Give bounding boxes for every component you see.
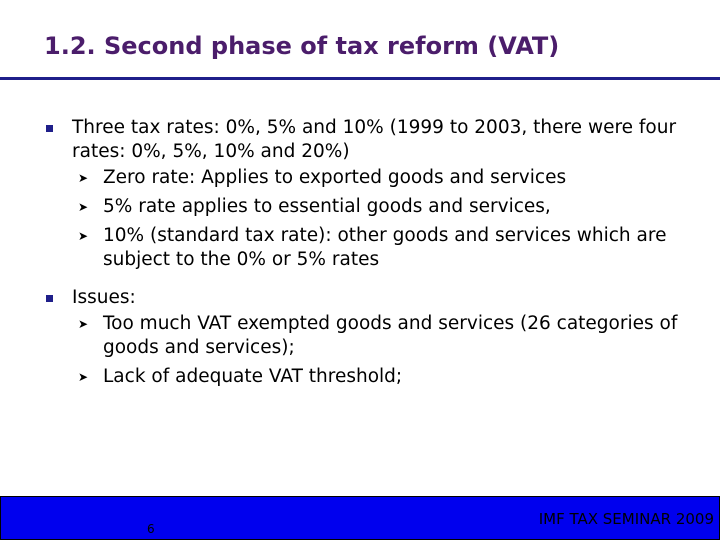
footer-bar xyxy=(0,496,720,540)
sub-bullet-text: Lack of adequate VAT threshold; xyxy=(103,366,403,387)
arrow-bullet-icon: ➤ xyxy=(78,200,89,214)
arrow-bullet-icon: ➤ xyxy=(78,229,89,243)
sub-bullet-text: Zero rate: Applies to exported goods and… xyxy=(103,167,567,188)
sub-bullet: ➤ Too much VAT exempted goods and servic… xyxy=(72,312,700,360)
arrow-bullet-icon: ➤ xyxy=(78,317,89,331)
title-divider xyxy=(0,77,720,80)
sub-bullet-text: 10% (standard tax rate): other goods and… xyxy=(103,225,667,270)
slide-content: Three tax rates: 0%, 5% and 10% (1999 to… xyxy=(40,116,700,403)
sub-bullet-text: Too much VAT exempted goods and services… xyxy=(103,313,678,358)
square-bullet-icon xyxy=(46,295,53,302)
bullet-text: Three tax rates: 0%, 5% and 10% (1999 to… xyxy=(72,117,677,162)
sub-bullet: ➤ Zero rate: Applies to exported goods a… xyxy=(72,166,700,190)
slide-title: 1.2. Second phase of tax reform (VAT) xyxy=(44,32,560,60)
sub-list: ➤ Too much VAT exempted goods and servic… xyxy=(72,312,700,389)
sub-bullet-text: 5% rate applies to essential goods and s… xyxy=(103,196,551,217)
sub-bullet: ➤ Lack of adequate VAT threshold; xyxy=(72,365,700,389)
bullet-issues: Issues: ➤ Too much VAT exempted goods an… xyxy=(40,286,700,389)
arrow-bullet-icon: ➤ xyxy=(78,171,89,185)
square-bullet-icon xyxy=(46,125,53,132)
sub-bullet: ➤ 10% (standard tax rate): other goods a… xyxy=(72,224,700,272)
page-number: 6 xyxy=(147,522,155,536)
footer-seminar-label: IMF TAX SEMINAR 2009 xyxy=(538,510,714,528)
bullet-tax-rates: Three tax rates: 0%, 5% and 10% (1999 to… xyxy=(40,116,700,272)
arrow-bullet-icon: ➤ xyxy=(78,370,89,384)
sub-bullet: ➤ 5% rate applies to essential goods and… xyxy=(72,195,700,219)
bullet-text: Issues: xyxy=(72,287,136,308)
sub-list: ➤ Zero rate: Applies to exported goods a… xyxy=(72,166,700,272)
